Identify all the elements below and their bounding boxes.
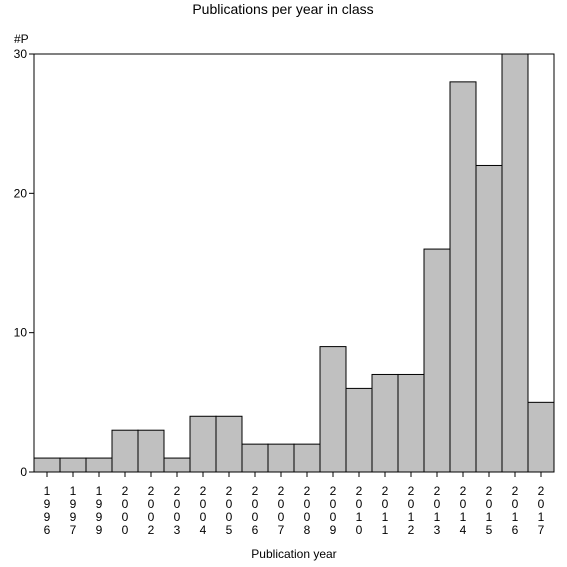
y-tick-label: 0 bbox=[20, 465, 27, 479]
bar-2010 bbox=[345, 387, 373, 473]
bar-2012 bbox=[397, 373, 425, 473]
bar-2017 bbox=[527, 401, 555, 473]
x-axis: 1 9 9 6 1 9 9 7 1 9 9 9 2 0 0 0 2 0 0 2 2 0 0 3 2 0 0 4 2 0 0 5 2 0 0 6 2 0 0 7… bbox=[44, 472, 545, 537]
bar-2011 bbox=[371, 373, 399, 473]
y-tick-label: 10 bbox=[14, 326, 28, 340]
bar-2000 bbox=[111, 429, 139, 473]
y-axis: 0 10 20 30 bbox=[14, 47, 34, 479]
bar-2008 bbox=[293, 443, 321, 473]
bar-1996 bbox=[33, 457, 61, 473]
bar-2009 bbox=[319, 346, 347, 473]
bar-2013 bbox=[423, 248, 451, 473]
chart-title: Publications per year in class bbox=[192, 1, 373, 17]
bar-2015 bbox=[475, 164, 503, 473]
bar-2003 bbox=[163, 457, 191, 473]
bar-2007 bbox=[267, 443, 295, 473]
bar-2004 bbox=[189, 415, 217, 473]
bar-1997 bbox=[59, 457, 87, 473]
y-tick-label: 30 bbox=[14, 47, 28, 61]
bar-2005 bbox=[215, 415, 243, 473]
bars-group bbox=[33, 53, 555, 473]
bar-2016 bbox=[501, 53, 529, 473]
y-axis-label: #P bbox=[14, 32, 29, 46]
bar-2014 bbox=[449, 81, 477, 473]
bar-1999 bbox=[85, 457, 113, 473]
bar-2006 bbox=[241, 443, 269, 473]
bar-2002 bbox=[137, 429, 165, 473]
x-axis-label: Publication year bbox=[251, 547, 336, 561]
y-tick-label: 20 bbox=[14, 186, 28, 200]
